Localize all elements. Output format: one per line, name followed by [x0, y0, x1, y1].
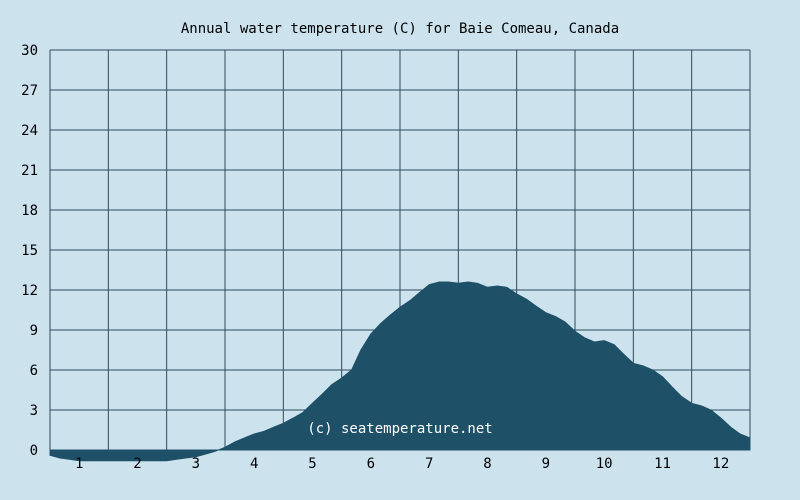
- y-tick-label: 12: [21, 283, 38, 299]
- y-tick-label: 18: [21, 203, 38, 219]
- x-tick-label: 11: [654, 456, 671, 472]
- y-axis-tick-labels: 0 3 6 9 12 15 18 21 24 27 30: [21, 43, 38, 459]
- x-tick-label: 3: [192, 456, 200, 472]
- y-tick-label: 24: [21, 123, 38, 139]
- y-tick-label: 15: [21, 243, 38, 259]
- x-tick-label: 8: [483, 456, 491, 472]
- y-tick-label: 0: [30, 443, 38, 459]
- x-tick-label: 6: [367, 456, 375, 472]
- x-axis-tick-labels: 1 2 3 4 5 6 7 8 9 10 11 12: [75, 456, 729, 472]
- x-tick-label: 5: [308, 456, 316, 472]
- x-tick-label: 2: [133, 456, 141, 472]
- y-tick-label: 6: [30, 363, 38, 379]
- x-tick-label: 9: [542, 456, 550, 472]
- x-tick-label: 7: [425, 456, 433, 472]
- y-tick-label: 21: [21, 163, 38, 179]
- y-tick-label: 9: [30, 323, 38, 339]
- x-tick-label: 10: [596, 456, 613, 472]
- watermark: (c) seatemperature.net: [307, 421, 492, 437]
- y-tick-label: 30: [21, 43, 38, 59]
- temperature-area: [49, 281, 751, 462]
- x-tick-label: 12: [712, 456, 729, 472]
- chart-title: Annual water temperature (C) for Baie Co…: [181, 21, 619, 37]
- y-tick-label: 3: [30, 403, 38, 419]
- x-tick-label: 1: [75, 456, 83, 472]
- y-tick-label: 27: [21, 83, 38, 99]
- x-tick-label: 4: [250, 456, 258, 472]
